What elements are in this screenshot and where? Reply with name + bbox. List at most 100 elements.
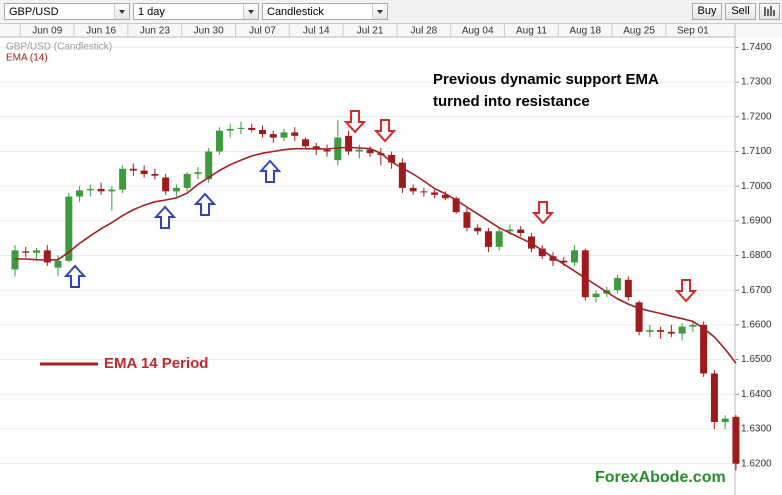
- up-arrow: [63, 264, 87, 288]
- x-tick-label: Jun 30: [194, 26, 224, 37]
- candle-body: [409, 187, 417, 192]
- candle-body: [302, 139, 310, 147]
- up-arrow: [193, 192, 217, 216]
- down-arrow: [531, 201, 555, 225]
- symbol-select[interactable]: GBP/USD: [4, 3, 130, 20]
- toolbar: GBP/USD 1 day Candlestick Buy Sell: [0, 0, 782, 24]
- candle-body: [646, 330, 654, 332]
- sell-text: Sell: [731, 5, 750, 17]
- candle-body: [474, 227, 482, 232]
- x-tick-label: Aug 25: [623, 26, 655, 37]
- x-tick-label: Aug 18: [569, 26, 601, 37]
- candle-body: [65, 196, 73, 261]
- candle-body: [431, 192, 439, 195]
- candle-body: [549, 256, 557, 261]
- candle-body: [108, 189, 116, 192]
- candle-body: [689, 324, 697, 327]
- candle-body: [33, 250, 41, 253]
- interval-select[interactable]: 1 day: [133, 3, 259, 20]
- candle-body: [54, 260, 62, 268]
- y-tick-label: 1.7400: [741, 42, 772, 53]
- candle-body: [11, 250, 19, 270]
- up-arrow: [153, 205, 177, 229]
- style-text: Candlestick: [267, 6, 324, 18]
- annotation-line-1: Previous dynamic support EMA: [433, 71, 659, 88]
- x-tick-label: Jul 28: [411, 26, 438, 37]
- candle-body: [345, 135, 353, 152]
- y-tick-label: 1.6500: [741, 354, 772, 365]
- sell-button[interactable]: Sell: [725, 3, 756, 20]
- candle-body: [205, 151, 213, 180]
- x-tick-label: Jun 16: [86, 26, 116, 37]
- candle-body: [172, 187, 180, 192]
- candle-body: [334, 137, 342, 161]
- candle-body: [538, 248, 546, 257]
- x-tick-label: Jun 23: [140, 26, 170, 37]
- candle-body: [151, 174, 159, 176]
- x-tick-label: Jun 09: [32, 26, 62, 37]
- watermark: ForexAbode.com: [595, 469, 726, 486]
- candle-body: [635, 302, 643, 332]
- candle-body: [237, 127, 245, 129]
- candle-body: [710, 373, 718, 423]
- candle-body: [194, 172, 202, 175]
- candle-body: [506, 229, 514, 232]
- up-arrow: [258, 159, 282, 183]
- ema-line: [15, 146, 737, 364]
- candle-body: [269, 134, 277, 138]
- x-tick-label: Jul 07: [249, 26, 276, 37]
- candle-body: [291, 132, 299, 136]
- y-tick-label: 1.6600: [741, 320, 772, 331]
- candle-body: [732, 416, 740, 464]
- y-tick-label: 1.7000: [741, 181, 772, 192]
- y-tick-label: 1.6300: [741, 424, 772, 435]
- candle-body: [215, 130, 223, 152]
- candle-body: [463, 212, 471, 228]
- ema-key-text: EMA 14 Period: [104, 355, 208, 372]
- resistance-arrows: [343, 110, 698, 303]
- indicator-button[interactable]: [759, 3, 780, 20]
- candle-body: [560, 260, 568, 263]
- candle-body: [388, 154, 396, 163]
- candle-body: [22, 251, 30, 253]
- legend-candles: GBP/USD (Candlestick): [6, 42, 112, 53]
- date-strip: [0, 24, 782, 37]
- candle-body: [517, 229, 525, 233]
- y-tick-label: 1.7200: [741, 111, 772, 122]
- y-tick-label: 1.6200: [741, 458, 772, 469]
- x-tick-label: Aug 11: [516, 26, 547, 37]
- candle-body: [667, 331, 675, 334]
- candle-body: [366, 149, 374, 154]
- candle-body: [355, 149, 363, 152]
- y-tick-label: 1.7100: [741, 146, 772, 157]
- candle-body: [140, 170, 148, 175]
- candle-body: [248, 127, 256, 130]
- candle-body: [119, 168, 127, 190]
- support-arrows: [63, 159, 282, 288]
- y-tick-label: 1.6700: [741, 285, 772, 296]
- grid: 1.6200 1.6300 1.6400 1.6500 1.6600 1.6700 1.68…: [0, 24, 772, 469]
- candle-body: [398, 162, 406, 188]
- y-tick-label: 1.7300: [741, 77, 772, 88]
- candle-body: [721, 418, 729, 423]
- candle-body: [76, 190, 84, 197]
- candle-body: [129, 168, 137, 171]
- candle-body: [323, 149, 331, 152]
- x-tick-label: Jul 21: [357, 26, 384, 37]
- candle-body: [441, 194, 449, 199]
- candle-body: [614, 278, 622, 291]
- buy-button[interactable]: Buy: [692, 3, 722, 20]
- down-arrow: [373, 119, 397, 143]
- candle-body: [420, 191, 428, 193]
- y-tick-label: 1.6400: [741, 389, 772, 400]
- x-tick-label: Sep 01: [677, 26, 709, 37]
- candle-body: [43, 250, 51, 263]
- candle-body: [581, 250, 589, 298]
- candle-body: [592, 293, 600, 298]
- style-select[interactable]: Candlestick: [262, 3, 388, 20]
- candle-body: [495, 231, 503, 247]
- interval-text: 1 day: [138, 6, 165, 18]
- candle-body: [700, 324, 708, 374]
- down-arrow: [343, 110, 367, 134]
- legend-ema: EMA (14): [6, 53, 48, 64]
